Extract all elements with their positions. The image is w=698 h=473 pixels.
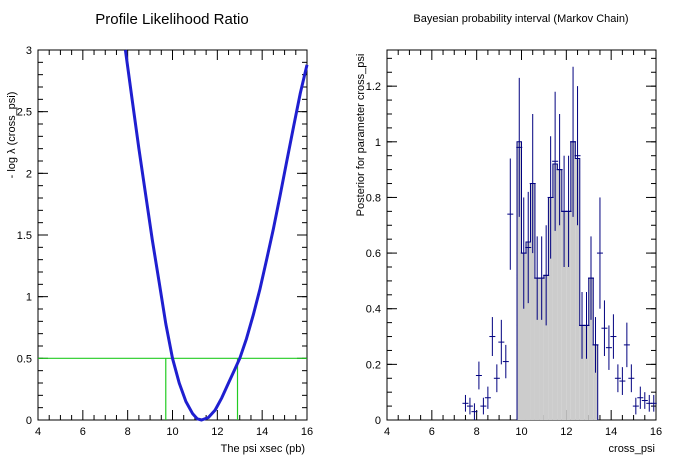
histogram-bar (566, 211, 571, 420)
histogram-bar (557, 169, 562, 420)
right-plot-area: 4 6 8 10 12 14 16 0 0.2 0.4 0.6 0.8 1 1.2 (366, 49, 662, 438)
x-tick-label: 12 (211, 426, 223, 438)
histogram-bar (548, 197, 553, 420)
left-plot-area: 4 6 8 10 12 14 16 0 0.5 1 1.5 2 2.5 3 (17, 45, 313, 438)
y-tick-label: 0 (375, 415, 381, 427)
x-tick-label: 16 (650, 426, 662, 438)
histogram-bar (570, 141, 576, 420)
y-tick-label: 1.5 (17, 230, 32, 242)
x-tick-label: 6 (80, 426, 86, 438)
histogram-bar (530, 183, 535, 420)
right-chart-title: Bayesian probability interval (Markov Ch… (413, 13, 628, 25)
left-chart-title: Profile Likelihood Ratio (95, 11, 248, 28)
y-tick-label: 0.8 (366, 192, 381, 204)
x-tick-label: 14 (605, 426, 617, 438)
x-tick-label: 4 (384, 426, 390, 438)
histogram-bar (575, 158, 580, 420)
y-tick-label: 2 (26, 168, 32, 180)
y-tick-label: 3 (26, 45, 32, 57)
x-tick-label: 4 (35, 426, 41, 438)
histogram-bar (584, 325, 589, 420)
histogram-bar (552, 164, 558, 420)
histogram-bar (593, 344, 598, 420)
histogram-bar (588, 278, 594, 420)
x-tick-label: 14 (256, 426, 268, 438)
histogram-bar (543, 275, 549, 420)
y-tick-label: 0.2 (366, 359, 381, 371)
y-tick-label: 0.6 (366, 248, 381, 260)
right-chart-xlabel: cross_psi (609, 443, 655, 455)
histogram-bar (521, 253, 526, 420)
y-tick-label: 0 (26, 415, 32, 427)
histogram-bar (525, 241, 531, 420)
y-tick-label: 2.5 (17, 107, 32, 119)
histogram-bar (517, 141, 522, 420)
x-tick-label: 8 (474, 426, 480, 438)
histogram-bar (534, 278, 540, 420)
x-tick-label: 10 (515, 426, 527, 438)
left-chart-xlabel: The psi xsec (pb) (221, 443, 305, 455)
y-tick-label: 0.4 (366, 304, 381, 316)
histogram-bar (539, 278, 544, 420)
x-tick-label: 10 (166, 426, 178, 438)
likelihood-curve (123, 49, 309, 422)
x-tick-label: 16 (301, 426, 313, 438)
x-tick-label: 6 (429, 426, 435, 438)
left-chart-ylabel: - log λ (cross_psi) (6, 92, 18, 179)
y-tick-label: 1 (375, 137, 381, 149)
histogram-bar (579, 325, 585, 420)
histogram-bar (561, 211, 567, 420)
y-tick-label: 0.5 (17, 353, 32, 365)
right-chart-ylabel: Posterior for parameter cross_psi (355, 54, 367, 217)
y-tick-label: 1 (26, 292, 32, 304)
plot-frame (37, 49, 308, 421)
y-tick-label: 1.2 (366, 81, 381, 93)
x-tick-label: 8 (125, 426, 131, 438)
x-tick-label: 12 (560, 426, 572, 438)
